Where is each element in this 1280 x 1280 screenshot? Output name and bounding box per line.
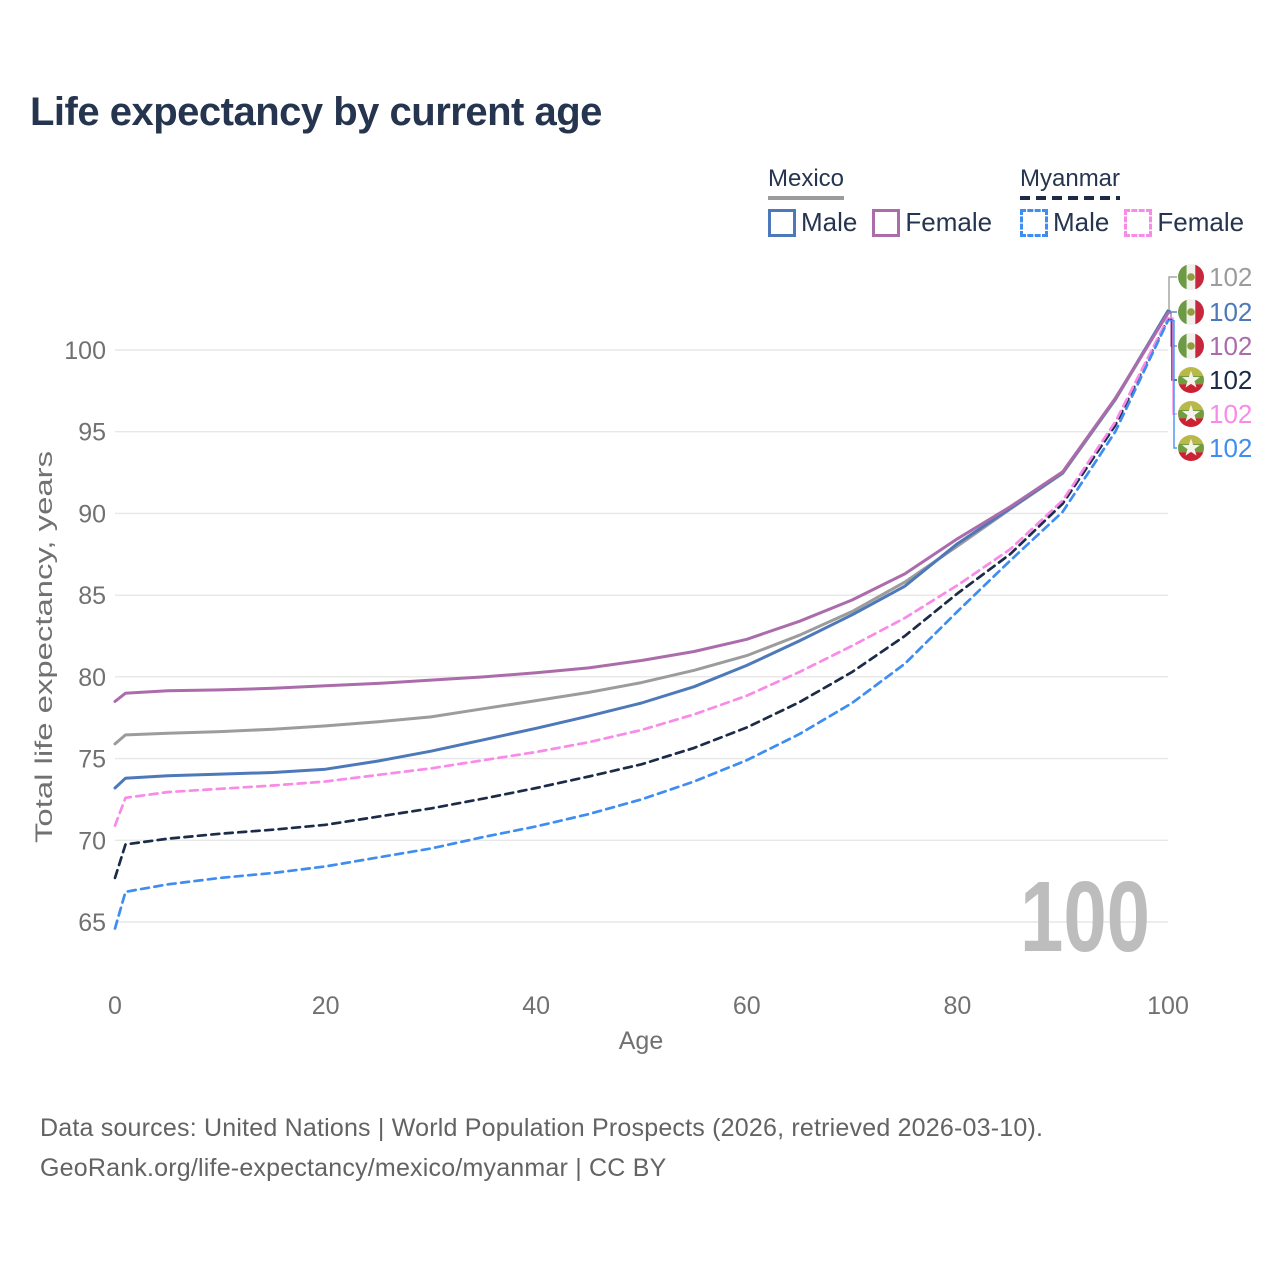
myanmar-flag-icon — [1178, 367, 1204, 393]
y-tick-label-95: 95 — [78, 419, 106, 447]
mexico-female-swatch-icon — [872, 208, 901, 237]
page-title: Life expectancy by current age — [30, 90, 602, 134]
series-line-myanmar-male[interactable] — [113, 319, 1170, 930]
mexico-flag-icon — [1178, 333, 1204, 359]
x-axis-title: Age — [619, 1027, 663, 1055]
data-sources-text: Data sources: United Nations | World Pop… — [40, 1114, 1044, 1142]
chart-footer: Data sources: United Nations | World Pop… — [40, 1108, 1240, 1188]
attribution-text: GeoRank.org/life-expectancy/mexico/myanm… — [40, 1154, 667, 1182]
legend-group-mexico: Mexico Male Female — [768, 165, 1007, 238]
legend-country-mexico[interactable]: Mexico — [768, 165, 845, 200]
mexico-male-swatch-icon — [768, 208, 796, 237]
legend-label-mexico-male: Male — [801, 207, 858, 237]
series-line-mexico-female[interactable] — [113, 311, 1170, 703]
y-tick-label-65: 65 — [78, 909, 106, 937]
legend-country-mexico-label: Mexico — [768, 165, 845, 192]
legend-item-mexico-female[interactable]: Female — [872, 207, 992, 238]
series-line-myanmar-total[interactable] — [113, 317, 1170, 880]
y-tick-label-80: 80 — [78, 664, 106, 692]
mexico-solid-line-swatch — [768, 196, 845, 200]
leader-line-myanmar-female — [1168, 317, 1177, 415]
end-value-label-myanmar-total: 102 — [1209, 365, 1252, 395]
end-value-label-mexico-male: 102 — [1209, 297, 1252, 327]
series-line-mexico-male[interactable] — [113, 309, 1170, 790]
y-tick-label-75: 75 — [78, 746, 106, 774]
legend-label-mexico-female: Female — [905, 207, 993, 237]
y-axis-title: Total life expectancy, years — [31, 451, 58, 843]
y-tick-label-85: 85 — [78, 582, 106, 610]
legend-country-myanmar[interactable]: Myanmar — [1020, 165, 1121, 200]
x-tick-label-80: 80 — [943, 992, 971, 1020]
x-tick-label-40: 40 — [522, 992, 550, 1020]
gridlines — [115, 349, 1168, 923]
end-value-label-mexico-total: 102 — [1209, 262, 1252, 292]
age-watermark: 100 — [1020, 861, 1150, 973]
end-value-label-mexico-female: 102 — [1209, 331, 1252, 361]
myanmar-flag-icon — [1178, 401, 1204, 427]
y-tick-label-90: 90 — [78, 500, 106, 528]
series-lines — [113, 309, 1170, 930]
leader-line-myanmar-male — [1168, 319, 1177, 449]
end-value-label-myanmar-female: 102 — [1209, 399, 1252, 429]
legend-group-myanmar: Myanmar Male Female — [1020, 165, 1259, 238]
chart-legend: Mexico Male Female Myanmar — [0, 165, 1280, 245]
leader-line-mexico-total — [1168, 276, 1177, 314]
legend-item-myanmar-male[interactable]: Male — [1020, 207, 1109, 238]
leader-line-mexico-male — [1168, 310, 1177, 313]
x-tick-label-0: 0 — [108, 992, 122, 1020]
myanmar-female-swatch-icon — [1124, 208, 1153, 237]
myanmar-dashed-line-swatch — [1020, 196, 1121, 200]
end-value-labels: 102 102 102 102 102 102 — [1168, 262, 1252, 463]
x-tick-label-60: 60 — [733, 992, 761, 1020]
myanmar-flag-icon — [1178, 435, 1204, 461]
mexico-flag-icon — [1178, 264, 1204, 290]
y-tick-label-100: 100 — [64, 337, 106, 365]
mexico-flag-icon — [1178, 299, 1204, 325]
x-tick-label-20: 20 — [312, 992, 340, 1020]
y-tick-label-70: 70 — [78, 827, 106, 855]
x-axis-tick-labels: 0 20 40 60 80 100 — [108, 992, 1189, 1020]
legend-country-myanmar-label: Myanmar — [1020, 165, 1121, 192]
legend-item-mexico-male[interactable]: Male — [768, 207, 857, 238]
myanmar-male-swatch-icon — [1020, 208, 1048, 237]
series-line-mexico-total[interactable] — [113, 310, 1170, 746]
legend-label-myanmar-female: Female — [1157, 207, 1245, 237]
y-axis-tick-labels: 65 70 75 80 85 90 95 100 — [64, 337, 106, 937]
legend-item-myanmar-female[interactable]: Female — [1124, 207, 1244, 238]
legend-label-myanmar-male: Male — [1053, 207, 1110, 237]
x-tick-label-100: 100 — [1147, 992, 1189, 1020]
end-value-label-myanmar-male: 102 — [1209, 433, 1252, 463]
series-line-myanmar-female[interactable] — [113, 316, 1170, 827]
